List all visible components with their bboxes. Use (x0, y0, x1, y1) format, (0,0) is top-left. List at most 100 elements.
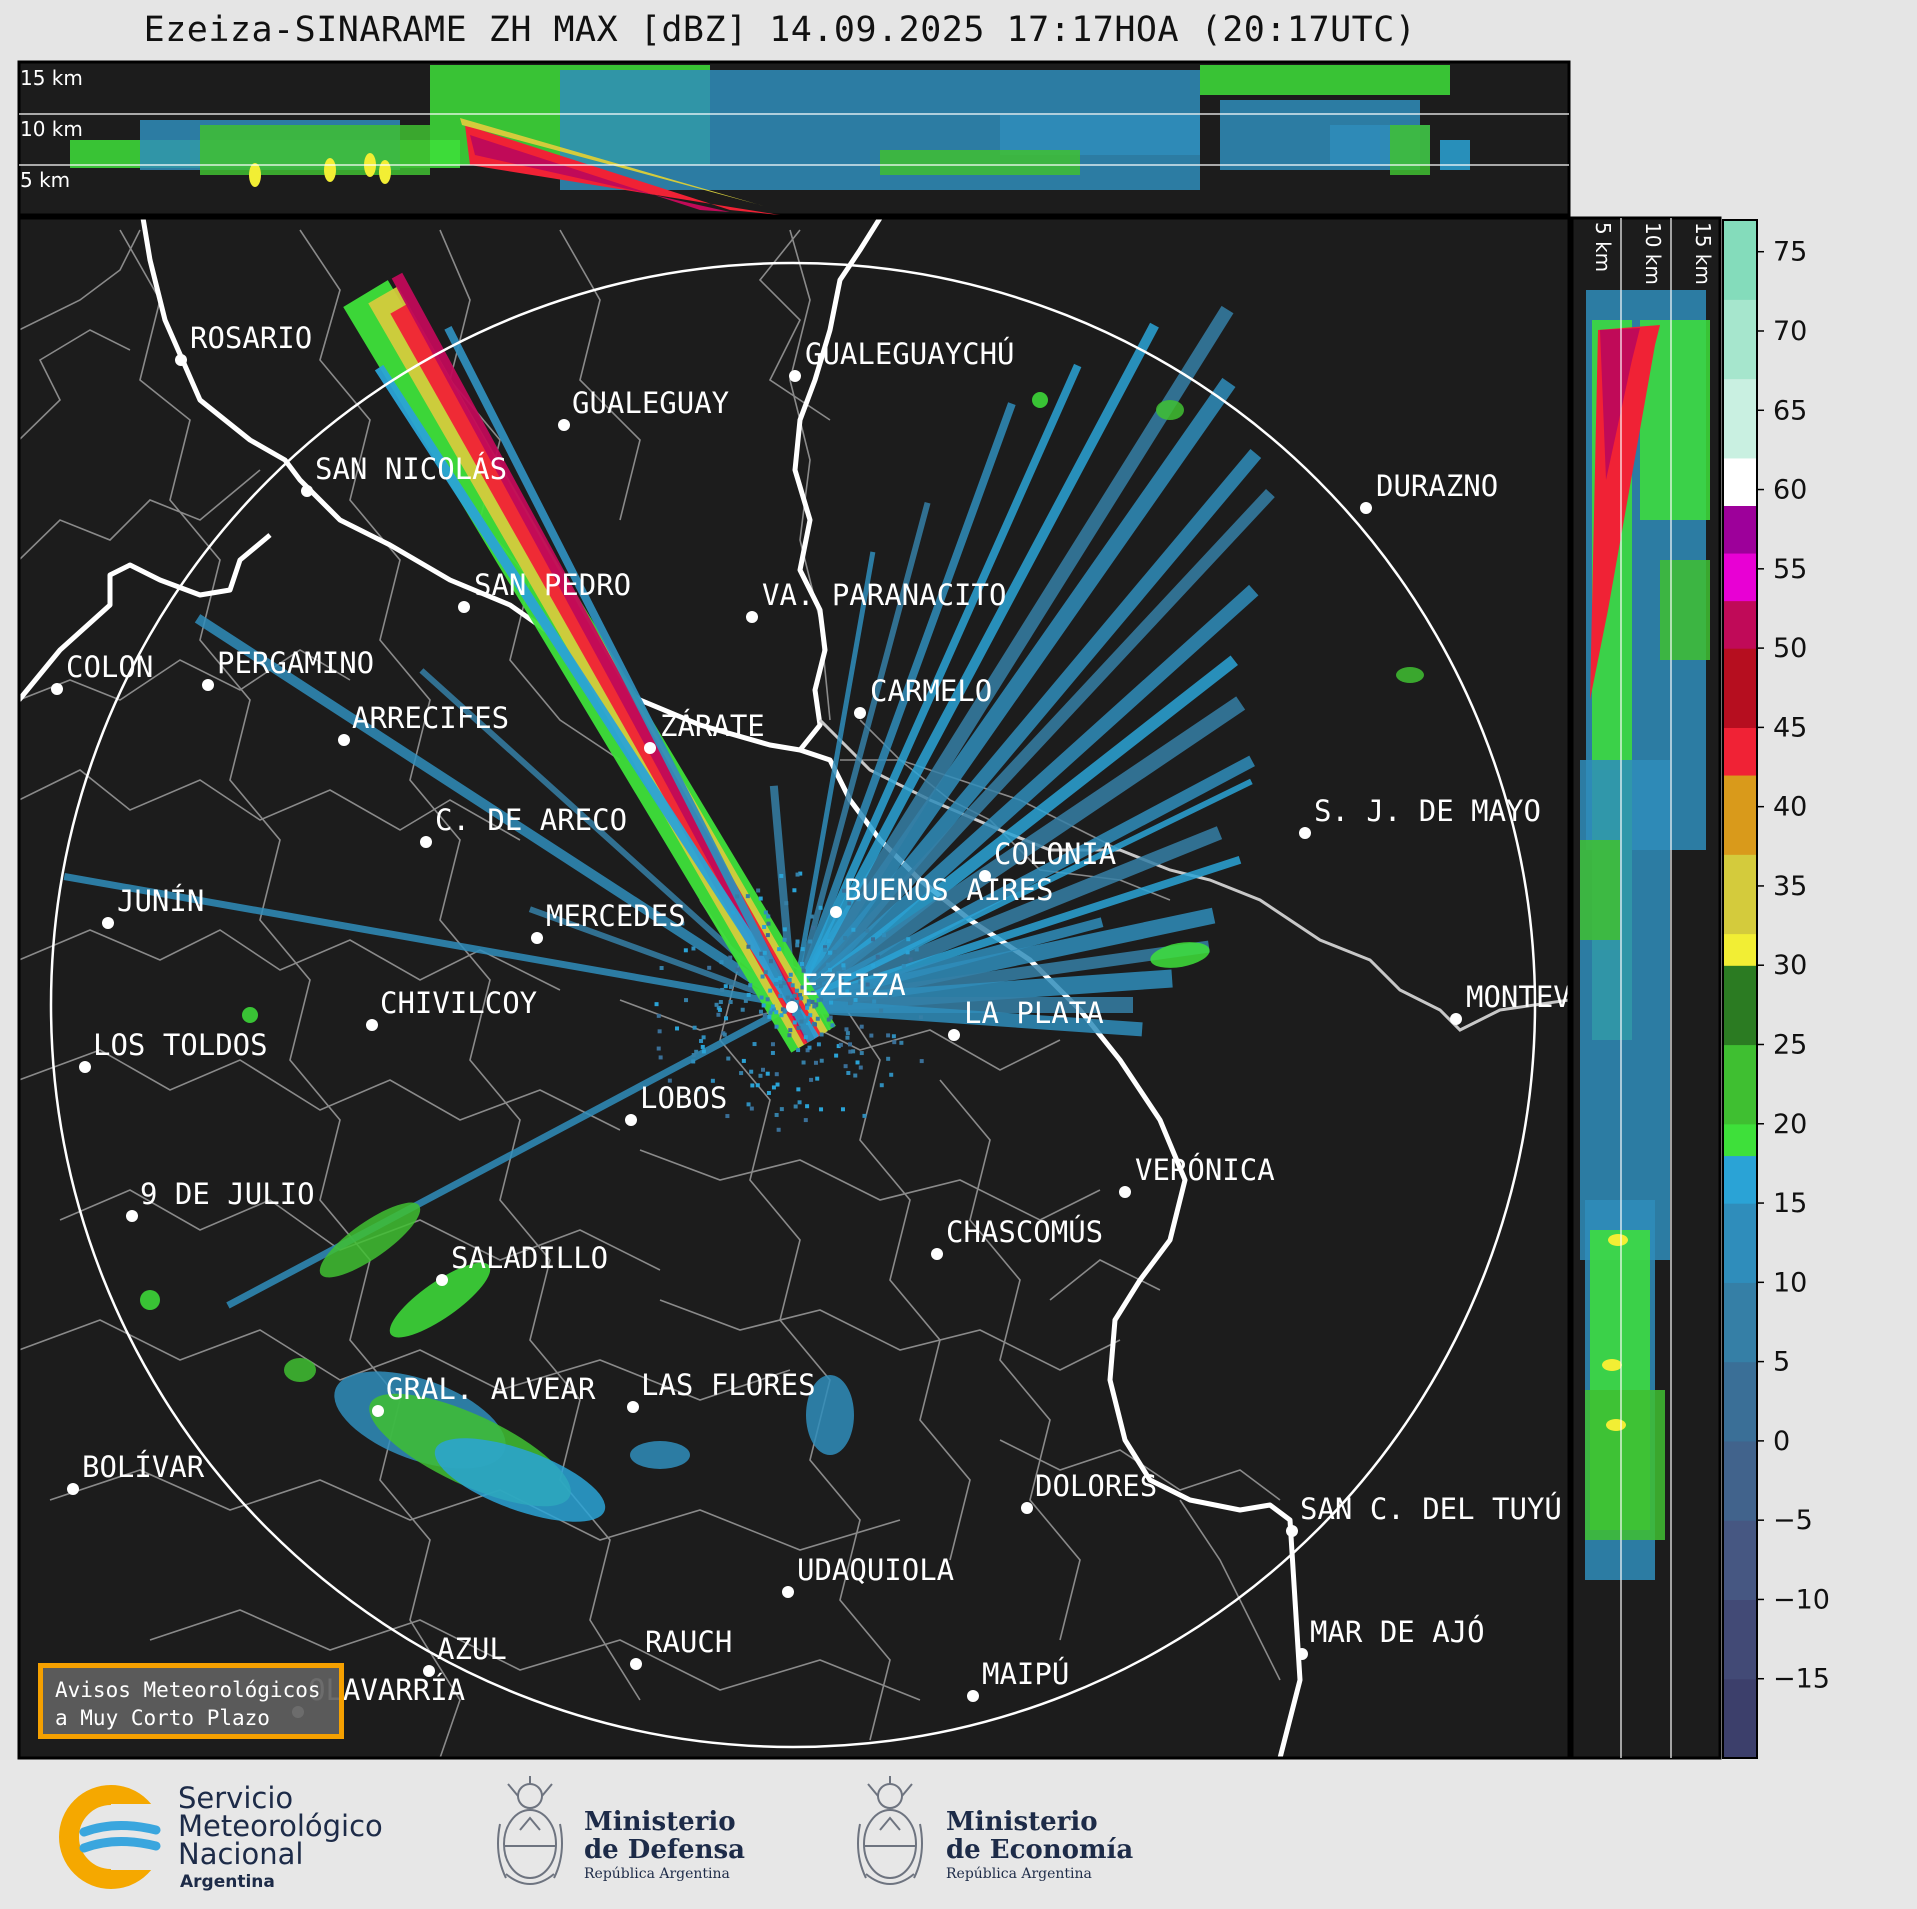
echo-speckle (775, 1025, 779, 1029)
echo-speckle (774, 978, 778, 982)
radar-map[interactable]: ROSARIO GUALEGUAYCHÚ GUALEGUAY SAN NICOLÁS D… (19, 218, 1641, 1758)
echo-speckle (841, 1107, 845, 1111)
echo-speckle (699, 1039, 703, 1043)
city-marker (1450, 1013, 1462, 1025)
colorbar-swatch (1723, 648, 1757, 728)
colorbar-ticks: 757065605550454035302520151050−5−10−15 (1757, 237, 1830, 1695)
city-label: AZUL (437, 1632, 507, 1666)
echo-speckle (776, 1083, 780, 1087)
echo-speckle (819, 906, 823, 910)
echo-speckle (723, 1033, 727, 1037)
echo-speckle (853, 1074, 857, 1078)
echo-speckle (800, 962, 804, 966)
colorbar-swatch (1723, 1520, 1757, 1600)
defensa-line2: de Defensa (584, 1836, 745, 1864)
top-cross-section: 15 km 10 km 5 km (19, 62, 1569, 215)
city-label: S. J. DE MAYO (1314, 794, 1541, 828)
echo-speckle (772, 1085, 776, 1089)
colorbar-tick-label: 70 (1773, 316, 1807, 347)
city-label: GRAL. ALVEAR (386, 1372, 596, 1406)
echo-speckle (763, 1013, 767, 1017)
footer-logos: Servicio Meteorológico Nacional Argentin… (0, 1760, 1917, 1909)
side-echo-block (1660, 560, 1710, 660)
echo-speckle (750, 1083, 754, 1087)
city-marker (630, 1658, 642, 1670)
echo-speckle (805, 1006, 809, 1010)
echo-speckle (764, 910, 768, 914)
echo-speckle (789, 973, 793, 977)
city-marker (1299, 827, 1311, 839)
colorbar-swatch (1723, 299, 1757, 379)
city-marker (644, 742, 656, 754)
echo-speckle (814, 1061, 818, 1065)
top-echo-cell (249, 163, 261, 187)
echo-speckle (846, 1071, 850, 1075)
avisos-badge[interactable]: Avisos Meteorológicos a Muy Corto Plazo (38, 1663, 344, 1739)
echo-speckle (760, 996, 764, 1000)
echo-speckle (693, 1026, 697, 1030)
echo-speckle (767, 1015, 771, 1019)
city-marker (1296, 1648, 1308, 1660)
echo-speckle (779, 1013, 783, 1017)
top-echo-cell (324, 158, 336, 182)
city-marker (948, 1029, 960, 1041)
echo-speckle (805, 1104, 809, 1108)
echo-speckle (753, 1042, 757, 1046)
colorbar-tick-label: 25 (1773, 1029, 1807, 1060)
echo-speckle (860, 1025, 864, 1029)
echo-speckle (823, 948, 827, 952)
echo-speckle (728, 956, 732, 960)
echo-speckle (766, 997, 770, 1001)
echo-speckle (771, 1051, 775, 1055)
city-marker (1360, 502, 1372, 514)
city-label: DURAZNO (1376, 469, 1498, 503)
echo-cell (1032, 392, 1048, 408)
side-echo-block (1585, 1390, 1665, 1540)
city-label: MAR DE AJÓ (1310, 1615, 1485, 1649)
city-marker (79, 1061, 91, 1073)
city-label: CARMELO (870, 674, 992, 708)
echo-speckle (750, 1107, 754, 1111)
echo-speckle (859, 1066, 863, 1070)
echo-speckle (820, 1059, 824, 1063)
echo-speckle (746, 894, 750, 898)
echo-speckle (775, 1072, 779, 1076)
colorbar-swatch (1723, 458, 1757, 506)
echo-speckle (756, 888, 760, 892)
colorbar-tick-label: 75 (1773, 237, 1807, 268)
echo-speckle (779, 874, 783, 878)
city-label: MAIPÚ (982, 1657, 1069, 1691)
echo-speckle (802, 1060, 806, 1064)
city-marker (786, 1001, 798, 1013)
echo-speckle (796, 940, 800, 944)
colorbar-swatch (1723, 1155, 1757, 1203)
colorbar-tick-label: 10 (1773, 1267, 1807, 1298)
echo-speckle (892, 1034, 896, 1038)
city-marker (102, 917, 114, 929)
echo-speckle (886, 1057, 890, 1061)
echo-speckle (775, 1113, 779, 1117)
city-marker (436, 1274, 448, 1286)
echo-speckle (906, 950, 910, 954)
echo-speckle (899, 1041, 903, 1045)
colorbar-swatch (1723, 1679, 1757, 1759)
city-marker (338, 734, 350, 746)
echo-speckle (769, 1011, 773, 1015)
echo-speckle (716, 1013, 720, 1017)
echo-speckle (892, 1040, 896, 1044)
city-label: BUENOS AIRES (844, 873, 1054, 907)
echo-speckle (826, 963, 830, 967)
echo-speckle (657, 1014, 661, 1018)
city-label: SALADILLO (451, 1241, 608, 1275)
colorbar-tick-label: 50 (1773, 633, 1807, 664)
avisos-line1: Avisos Meteorológicos (55, 1676, 339, 1704)
city-marker (202, 679, 214, 691)
defensa-line1: Ministerio (584, 1808, 745, 1836)
smn-line4: Argentina (180, 1868, 383, 1896)
echo-speckle (766, 1072, 770, 1076)
echo-speckle (800, 1020, 804, 1024)
economia-line2: de Economía (946, 1836, 1133, 1864)
echo-speckle (735, 894, 739, 898)
echo-speckle (729, 1000, 733, 1004)
echo-speckle (731, 911, 735, 915)
